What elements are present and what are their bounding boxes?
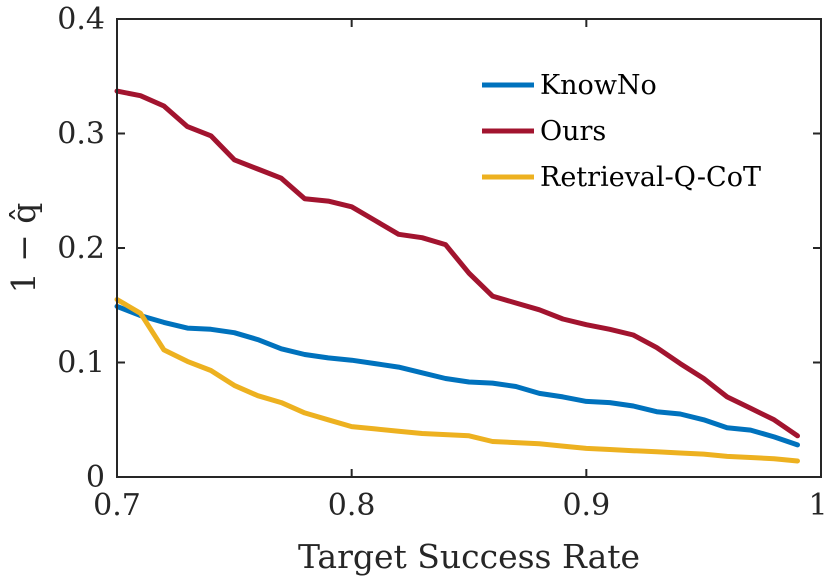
y-tick-label: 0.4 [57, 2, 105, 37]
legend: KnowNo Ours Retrieval-Q-CoT [472, 58, 812, 198]
series-line-knowno [114, 303, 800, 448]
y-axis-label: 1 − q̂ [4, 203, 43, 294]
x-axis-label: Target Success Rate [298, 537, 640, 576]
x-tick-label: 0.9 [562, 488, 610, 523]
x-tick-label: 1 [808, 488, 827, 523]
y-tick-label: 0 [86, 460, 105, 495]
x-tick-label: 0.8 [328, 488, 376, 523]
y-tick-label: 0.1 [57, 346, 105, 381]
y-axis-ticks: 0 0.1 0.2 0.3 0.4 [57, 2, 821, 495]
x-axis-ticks: 0.7 0.8 0.9 1 [93, 19, 828, 523]
y-tick-label: 0.2 [57, 231, 105, 266]
legend-label-retrieval-q-cot: Retrieval-Q-CoT [540, 162, 761, 193]
series-layer [114, 88, 800, 464]
y-tick-label: 0.3 [57, 117, 105, 152]
legend-label-ours: Ours [540, 116, 606, 147]
legend-label-knowno: KnowNo [540, 70, 657, 101]
series-line-retrieval-q-cot [114, 297, 800, 464]
series-line-ours [114, 88, 800, 439]
x-tick-label: 0.7 [93, 488, 141, 523]
